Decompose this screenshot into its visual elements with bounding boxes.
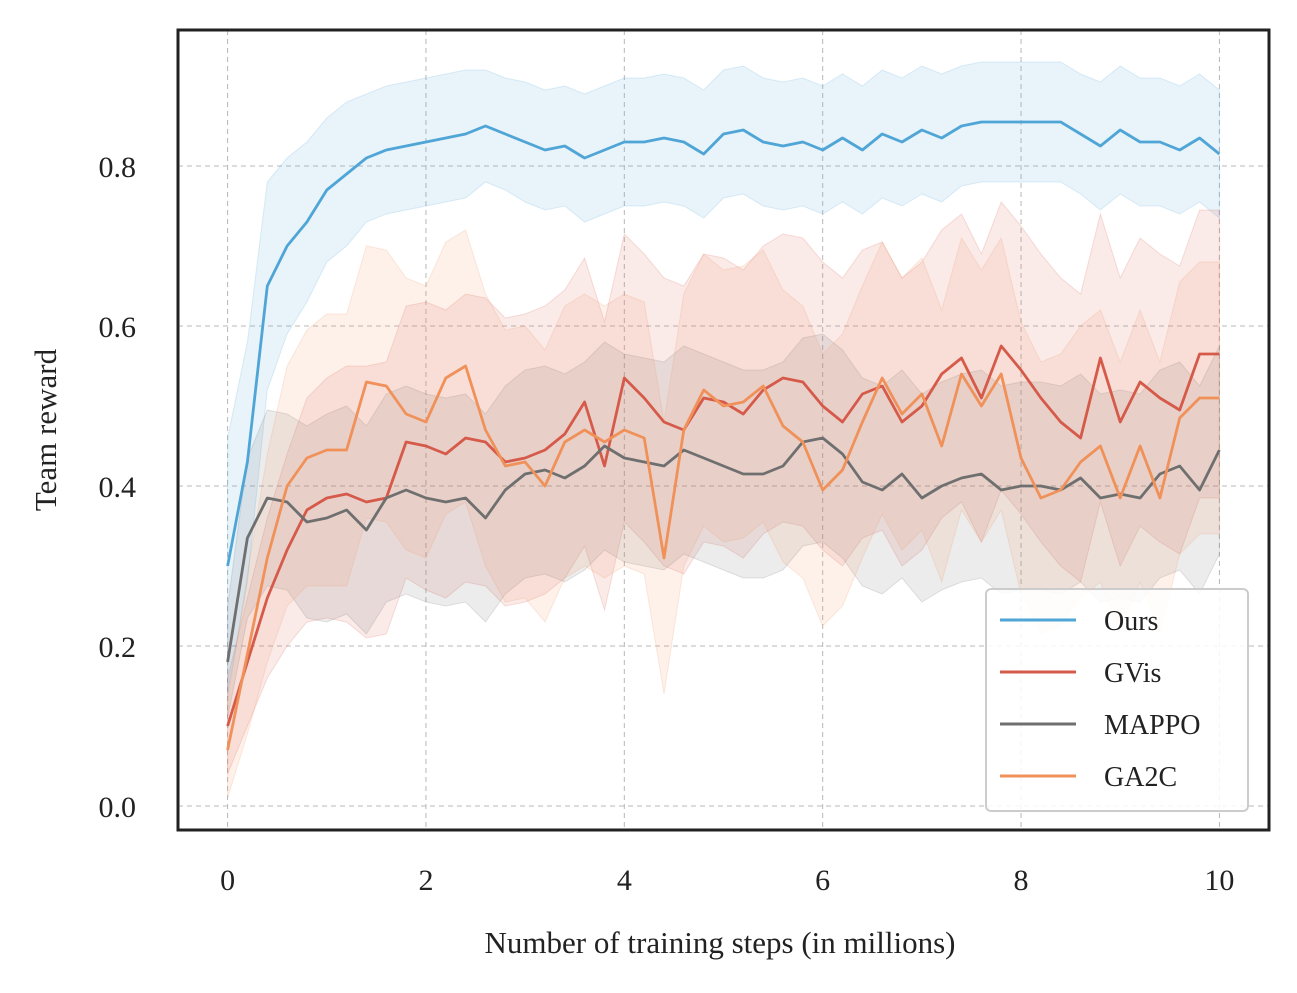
y-tick-label: 0.4 <box>99 471 137 504</box>
x-tick-label: 10 <box>1204 864 1234 897</box>
x-tick-label: 6 <box>815 864 830 897</box>
legend-label-mappo: MAPPO <box>1104 710 1200 741</box>
x-tick-label: 8 <box>1014 864 1029 897</box>
band-gvis <box>227 201 1220 775</box>
series-line-gvis <box>226 344 1220 727</box>
x-ticks: 0 2 4 6 8 10 <box>220 864 1234 897</box>
series-lines <box>226 120 1221 751</box>
y-tick-label: 0.8 <box>99 151 137 184</box>
legend-label-gvis: GVis <box>1104 658 1161 689</box>
series-line-ours <box>226 120 1221 567</box>
x-axis-title: Number of training steps (in millions) <box>485 925 956 960</box>
plot-frame <box>176 28 1271 832</box>
y-ticks: 0.0 0.2 0.4 0.6 0.8 <box>99 151 137 824</box>
band-ga2c <box>227 229 1220 799</box>
x-tick-label: 0 <box>220 864 235 897</box>
legend-label-ga2c: GA2C <box>1104 762 1177 793</box>
series-line-ga2c <box>226 364 1220 751</box>
x-tick-label: 2 <box>418 864 433 897</box>
legend-label-ours: Ours <box>1104 606 1158 637</box>
y-tick-label: 0.0 <box>99 791 137 824</box>
y-tick-label: 0.2 <box>99 631 137 664</box>
legend-box <box>985 588 1249 812</box>
x-tick-label: 4 <box>617 864 632 897</box>
legend: Ours GVis MAPPO GA2C <box>985 588 1249 812</box>
series-line-mappo <box>226 436 1221 663</box>
y-tick-label: 0.6 <box>99 311 137 344</box>
confidence-bands <box>227 61 1220 799</box>
band-mappo <box>227 333 1220 719</box>
y-axis-title: Team reward <box>28 348 63 511</box>
band-ours <box>227 61 1220 695</box>
